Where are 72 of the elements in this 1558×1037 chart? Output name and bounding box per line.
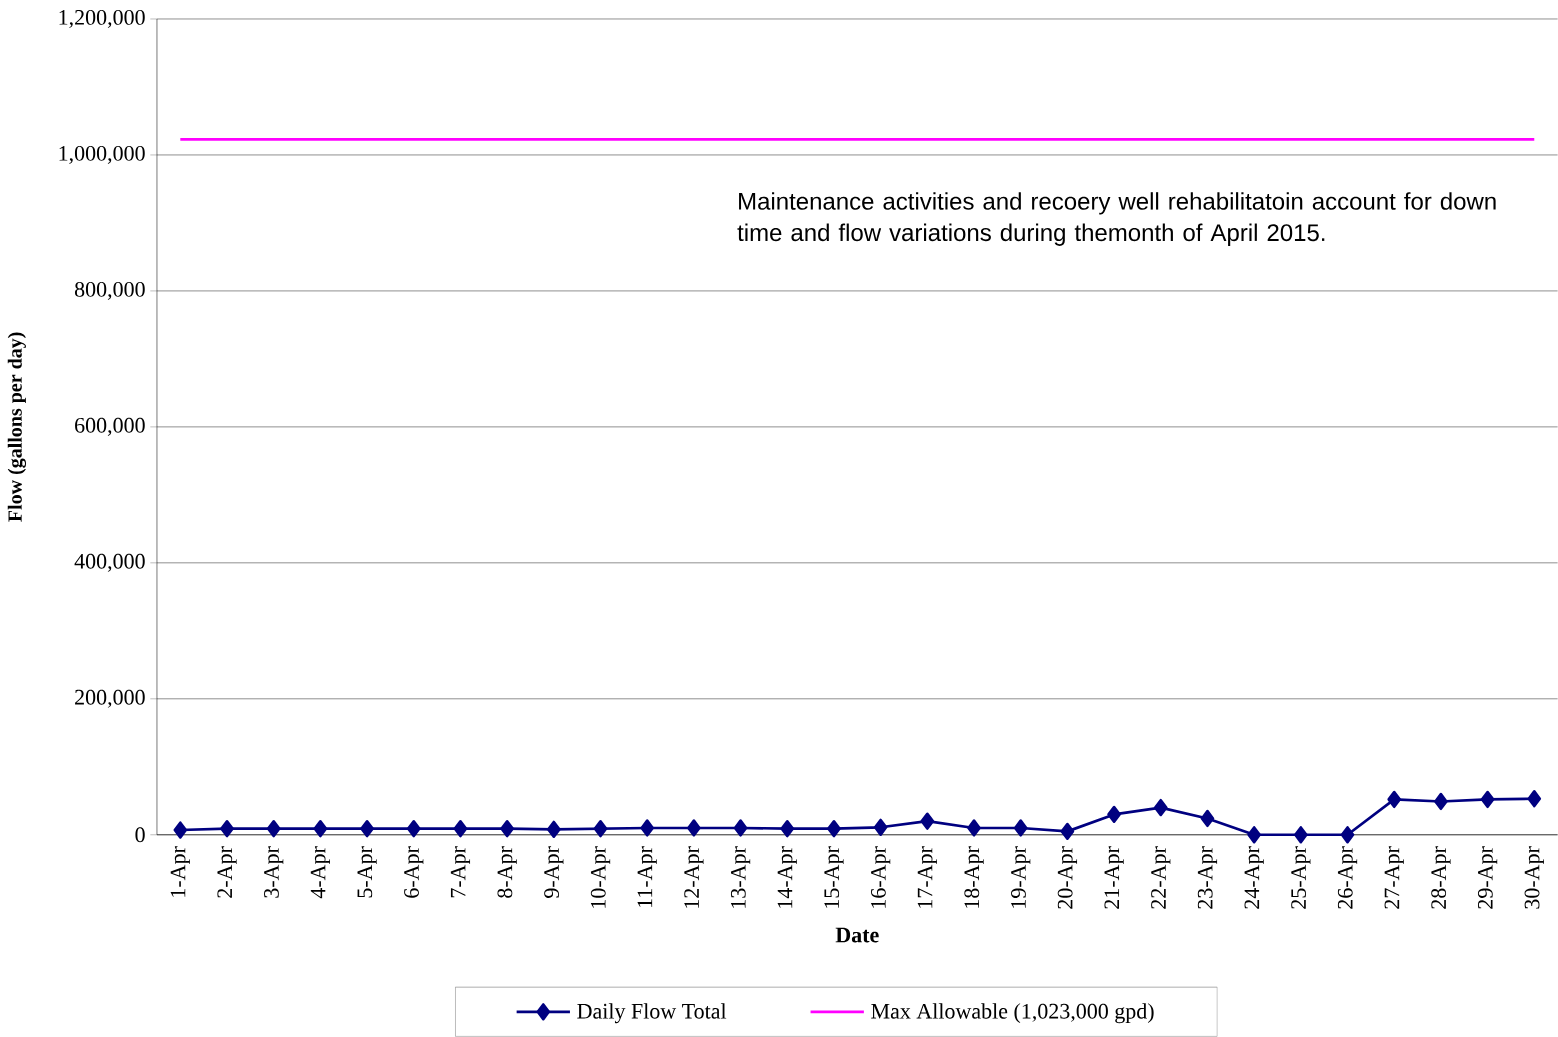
point <box>780 820 795 838</box>
point <box>500 820 514 838</box>
point <box>687 819 701 837</box>
x-tick-label: 27-Apr <box>1384 846 1404 909</box>
x-tick-label: 8-Apr <box>497 846 517 898</box>
point <box>546 820 561 839</box>
x-tick-label: 6-Apr <box>404 846 424 898</box>
x-tick-label: 29-Apr <box>1477 846 1498 909</box>
x-tick-label: 26-Apr <box>1337 846 1358 909</box>
x-tick-label: 4-Apr <box>310 846 330 899</box>
x-axis-title: Date <box>835 927 879 943</box>
x-tick-label: 24-Apr <box>1244 846 1264 909</box>
point <box>873 818 888 837</box>
x-tick-label: 15-Apr <box>824 846 844 908</box>
x-tick-label: 19-Apr <box>1011 846 1031 908</box>
point <box>1060 822 1075 841</box>
x-tick-label: 23-Apr <box>1197 846 1218 909</box>
point <box>360 820 374 838</box>
x-tick-label: 10-Apr <box>590 846 611 908</box>
x-tick-label: 22-Apr <box>1151 846 1171 909</box>
y-axis-title: Flow (gallons per day) <box>7 332 27 522</box>
x-tick-label: 7-Apr <box>450 846 471 898</box>
x-tick-label: 17-Apr <box>917 846 937 908</box>
point <box>1107 805 1121 824</box>
point <box>1293 826 1308 844</box>
x-tick-label: 5-Apr <box>357 846 377 898</box>
legend-label: Daily Flow Total <box>577 1003 727 1024</box>
point <box>406 820 421 838</box>
point <box>593 820 608 838</box>
point <box>967 819 981 837</box>
point <box>640 819 655 837</box>
point <box>1247 826 1261 844</box>
point <box>1387 790 1402 809</box>
x-tick-label: 21-Apr <box>1104 846 1124 909</box>
x-tick-label: 2-Apr <box>217 846 237 898</box>
x-tick-label: 13-Apr <box>730 846 751 908</box>
x-tick-label: 1-Apr <box>170 846 190 897</box>
point <box>220 820 234 838</box>
point <box>827 820 841 838</box>
annotation: Maintenance activities and recoery well rehabilitatoin account for down time and flow variations during themonth of April 2015. <box>737 192 1496 247</box>
x-tick-label: 12-Apr <box>684 846 704 908</box>
x-tick-label: 9-Apr <box>544 846 564 899</box>
point <box>1434 792 1448 811</box>
legend-label: Max Allowable (1,023,000 gpd) <box>871 1003 1154 1024</box>
point <box>453 820 468 838</box>
x-tick-label: 11-Apr <box>637 846 657 908</box>
x-tick-label: 28-Apr <box>1431 846 1451 909</box>
y-tick-label: 400,000 <box>74 553 145 572</box>
y-tick-label: 800,000 <box>74 282 145 301</box>
point <box>1480 790 1495 809</box>
point <box>266 820 281 838</box>
x-tick-label: 16-Apr <box>871 846 891 908</box>
point <box>173 821 188 839</box>
x-tick-label: 3-Apr <box>264 846 284 898</box>
point <box>733 819 748 837</box>
x-tick-label: 25-Apr <box>1291 846 1311 909</box>
y-tick-label: 600,000 <box>75 418 145 437</box>
point <box>1153 799 1168 817</box>
y-tick-label: 1,200,000 <box>59 10 145 29</box>
x-tick-label: 20-Apr <box>1057 846 1078 909</box>
y-tick-label: 200,000 <box>75 689 145 708</box>
y-tick-label: 1,000,000 <box>59 146 145 165</box>
x-tick-label: 30-Apr <box>1524 846 1544 909</box>
point <box>1527 790 1542 808</box>
point <box>1200 809 1215 828</box>
x-tick-label: 14-Apr <box>777 846 797 908</box>
point <box>313 820 328 838</box>
point <box>1340 826 1355 844</box>
y-tick-label: 0 <box>135 827 145 843</box>
x-tick-label: 18-Apr <box>964 846 984 908</box>
point <box>920 812 935 830</box>
point <box>1013 819 1028 837</box>
